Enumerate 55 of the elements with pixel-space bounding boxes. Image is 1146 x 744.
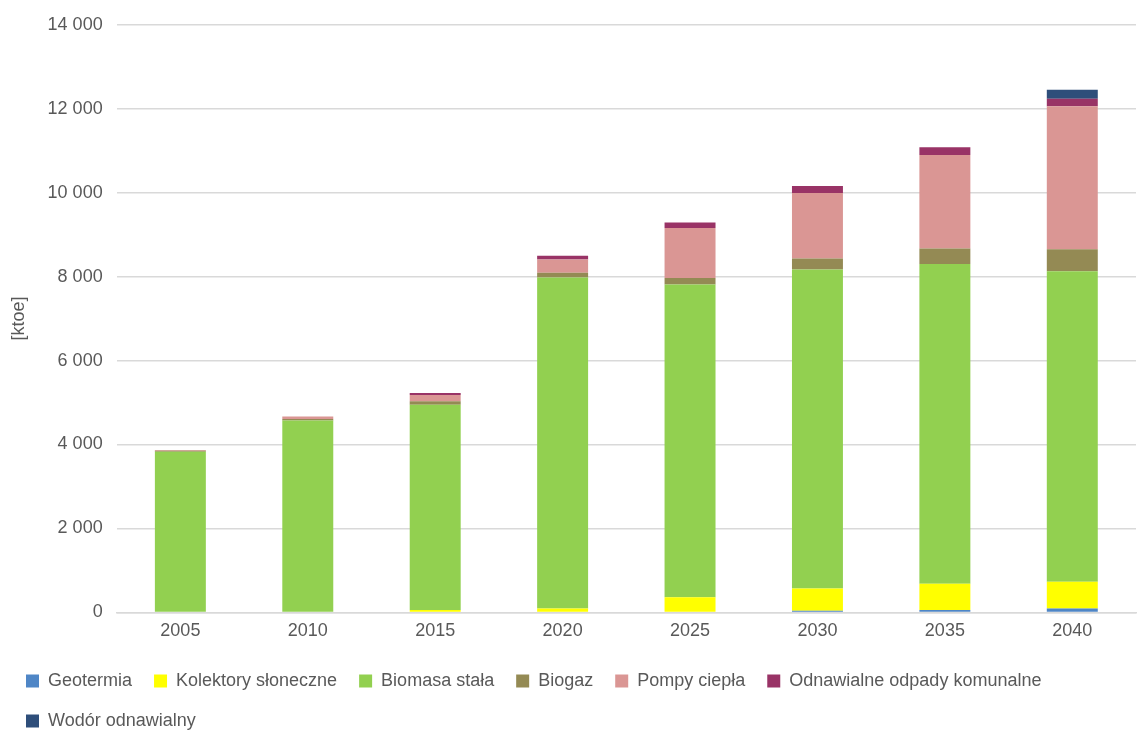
bar	[537, 259, 589, 273]
bar	[409, 392, 461, 395]
bar	[1046, 106, 1098, 250]
bar	[919, 147, 971, 155]
x-tick-label: 2010	[287, 620, 328, 641]
bar	[664, 277, 716, 285]
legend-label: Biomasa stała	[381, 669, 496, 690]
bar	[664, 227, 716, 278]
bar	[791, 258, 843, 270]
bar	[1046, 98, 1098, 107]
y-tick-label: 10 000	[47, 181, 103, 202]
y-axis-title: [ktoe]	[7, 296, 28, 341]
x-tick-label: 2035	[924, 620, 965, 641]
legend-label: Kolektory słoneczne	[176, 669, 338, 690]
bar	[1046, 608, 1098, 612]
x-tick-label: 2005	[160, 620, 201, 641]
x-tick-label: 2025	[670, 620, 711, 641]
x-tick-label: 2015	[415, 620, 456, 641]
y-tick-label: 2 000	[57, 517, 103, 538]
bar	[1046, 89, 1098, 99]
x-tick-label: 2040	[1052, 620, 1093, 641]
bar	[664, 284, 716, 598]
bar	[409, 404, 461, 610]
bar	[919, 583, 971, 610]
y-tick-label: 12 000	[47, 97, 103, 118]
bar	[791, 269, 843, 589]
bar	[409, 394, 461, 402]
bar	[537, 277, 589, 609]
legend-label: Pompy ciepła	[637, 669, 747, 690]
y-tick-label: 6 000	[57, 349, 103, 370]
bar	[1046, 581, 1098, 609]
bar	[791, 193, 843, 259]
bar	[664, 597, 716, 612]
legend-label: Odnawialne odpady komunalne	[789, 669, 1042, 690]
x-tick-label: 2020	[542, 620, 583, 641]
y-tick-label: 8 000	[57, 265, 103, 286]
legend-label: Geotermia	[48, 669, 134, 690]
bar	[664, 222, 716, 228]
legend-label: Wodór odnawialny	[48, 709, 196, 730]
bar	[919, 154, 971, 249]
bar	[1046, 271, 1098, 582]
y-tick-label: 0	[92, 601, 103, 622]
legend-label: Biogaz	[538, 669, 594, 690]
bar	[919, 248, 971, 265]
bar	[409, 401, 461, 405]
bar	[282, 420, 334, 612]
bar	[791, 588, 843, 611]
x-tick-label: 2030	[797, 620, 838, 641]
bar	[1046, 249, 1098, 272]
y-tick-label: 14 000	[47, 13, 103, 34]
y-tick-label: 4 000	[57, 433, 103, 454]
bar	[919, 264, 971, 584]
bar	[154, 451, 206, 612]
bar	[537, 608, 589, 612]
bar	[791, 185, 843, 194]
